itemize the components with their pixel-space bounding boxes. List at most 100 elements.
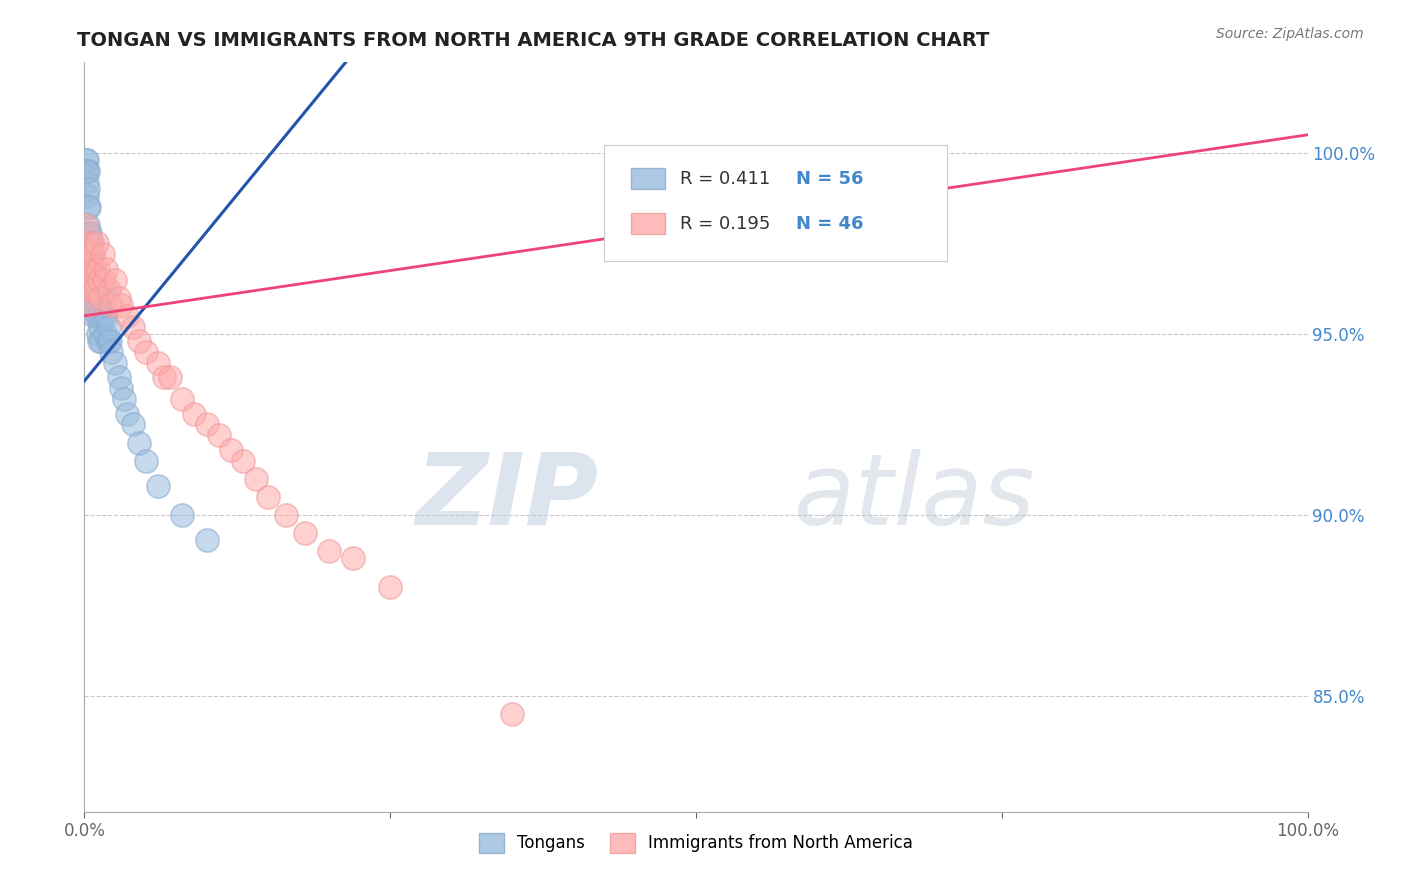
Point <box>77 164 100 178</box>
Text: R = 0.411: R = 0.411 <box>681 169 770 187</box>
Point <box>128 435 150 450</box>
Point <box>94 326 117 341</box>
Point <box>84 298 107 312</box>
Point <box>128 334 150 348</box>
Point <box>80 291 103 305</box>
Point <box>219 442 242 457</box>
Text: atlas: atlas <box>794 449 1035 546</box>
Point <box>87 272 110 286</box>
Point <box>79 284 101 298</box>
Point <box>110 381 132 395</box>
Point <box>122 417 145 432</box>
Text: TONGAN VS IMMIGRANTS FROM NORTH AMERICA 9TH GRADE CORRELATION CHART: TONGAN VS IMMIGRANTS FROM NORTH AMERICA … <box>77 31 990 50</box>
Text: N = 56: N = 56 <box>796 169 863 187</box>
Point <box>380 580 402 594</box>
Point <box>122 319 145 334</box>
Point <box>107 291 129 305</box>
FancyBboxPatch shape <box>631 168 665 189</box>
Point <box>79 226 101 240</box>
Point <box>100 345 122 359</box>
Text: N = 46: N = 46 <box>796 215 863 233</box>
Point <box>76 164 98 178</box>
Point <box>97 319 120 334</box>
Point <box>79 272 101 286</box>
Point <box>87 309 110 323</box>
Point <box>172 508 194 522</box>
Point <box>89 291 111 305</box>
Point <box>80 261 103 276</box>
Point <box>80 236 103 251</box>
Point <box>83 284 105 298</box>
Point <box>89 319 111 334</box>
Point <box>76 236 98 251</box>
Text: ZIP: ZIP <box>415 449 598 546</box>
Point <box>82 247 104 261</box>
Point <box>84 284 107 298</box>
Point <box>75 164 97 178</box>
Point <box>77 182 100 196</box>
Point <box>87 334 110 348</box>
Point <box>76 153 98 168</box>
Point <box>77 200 100 214</box>
Point <box>77 254 100 268</box>
Point <box>208 428 231 442</box>
Point <box>195 533 218 548</box>
Point <box>153 370 176 384</box>
Point <box>107 370 129 384</box>
Point <box>80 272 103 286</box>
Point <box>245 472 267 486</box>
Point <box>97 284 120 298</box>
Point <box>276 508 298 522</box>
Point <box>232 453 254 467</box>
Point <box>93 298 115 312</box>
Point <box>318 544 340 558</box>
Point <box>84 272 107 286</box>
Point <box>77 254 100 268</box>
Point <box>86 309 108 323</box>
Point <box>82 272 104 286</box>
Point <box>77 272 100 286</box>
Point <box>135 453 157 467</box>
Point <box>86 236 108 251</box>
Point <box>83 261 105 276</box>
Point <box>183 407 205 421</box>
Legend: Tongans, Immigrants from North America: Tongans, Immigrants from North America <box>472 826 920 860</box>
Point <box>79 247 101 261</box>
Point <box>146 479 169 493</box>
FancyBboxPatch shape <box>631 213 665 234</box>
Point <box>112 392 135 406</box>
Point <box>87 326 110 341</box>
Point <box>93 272 115 286</box>
Point <box>75 153 97 168</box>
Point <box>100 298 122 312</box>
Point <box>82 298 104 312</box>
Point <box>146 356 169 370</box>
Point <box>83 309 105 323</box>
Point <box>172 392 194 406</box>
Point <box>76 175 98 189</box>
Point <box>83 261 105 276</box>
Point <box>294 526 316 541</box>
Point <box>104 272 127 286</box>
Point <box>91 284 114 298</box>
Point <box>159 370 181 384</box>
Point <box>115 309 138 323</box>
Point <box>87 298 110 312</box>
Point <box>77 226 100 240</box>
Point <box>75 219 97 233</box>
Point <box>96 261 118 276</box>
FancyBboxPatch shape <box>605 145 946 261</box>
Point <box>502 706 524 721</box>
Point <box>91 309 114 323</box>
Point <box>87 261 110 276</box>
Point <box>86 284 108 298</box>
Text: R = 0.195: R = 0.195 <box>681 215 770 233</box>
Point <box>115 407 138 421</box>
Point <box>96 309 118 323</box>
Point <box>91 247 114 261</box>
Point <box>79 298 101 312</box>
Point <box>77 247 100 261</box>
Point <box>82 247 104 261</box>
Point <box>80 236 103 251</box>
Point <box>97 334 120 348</box>
